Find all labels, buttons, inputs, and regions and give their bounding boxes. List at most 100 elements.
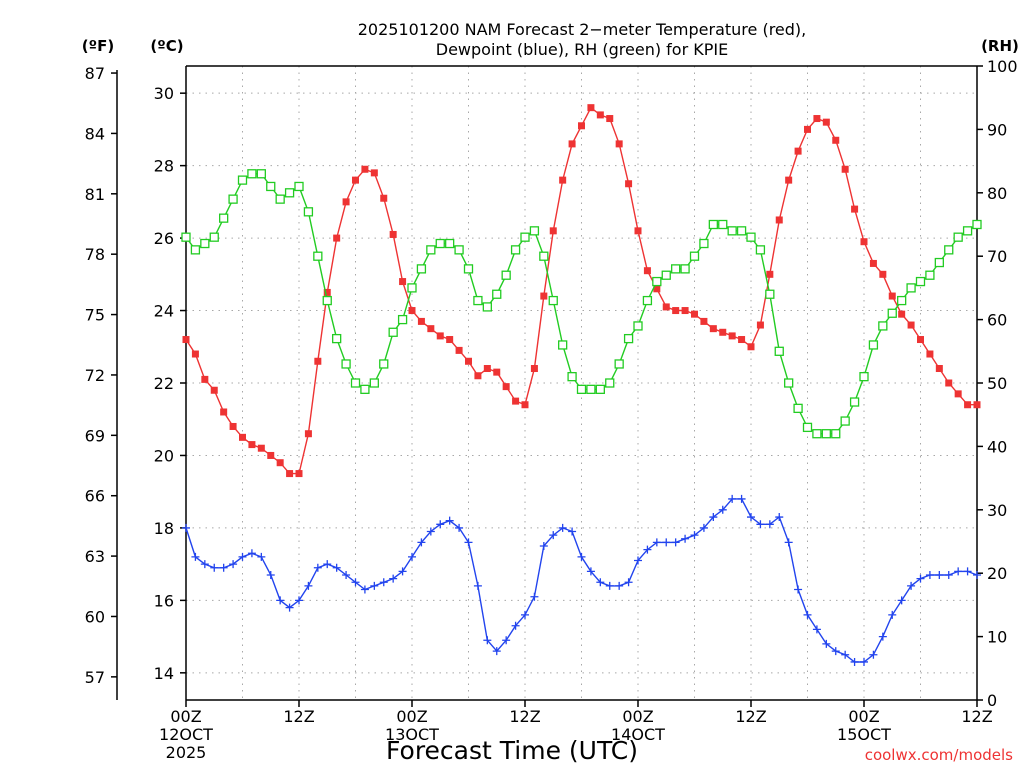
rh-point <box>953 232 963 242</box>
rh-point <box>934 257 944 268</box>
temperature-point <box>446 336 454 344</box>
rh-point <box>793 403 803 414</box>
temperature-point <box>738 336 746 344</box>
rh-point <box>784 378 794 388</box>
temperature-point <box>465 357 472 365</box>
dewpoint-point <box>445 516 454 525</box>
rh-point <box>388 327 398 337</box>
dewpoint-point <box>360 585 369 594</box>
rh-tick-label: 20 <box>987 564 1007 583</box>
fahrenheit-tick-label: 63 <box>85 547 105 566</box>
dewpoint-point <box>954 567 963 576</box>
rh-tick-label: 30 <box>987 501 1007 520</box>
x-tick-label: 12Z <box>735 707 766 726</box>
x-tick-label: 00Z <box>622 707 653 726</box>
dewpoint-point <box>794 585 803 594</box>
temperature-point <box>276 459 284 467</box>
temperature-point <box>380 194 388 202</box>
temperature-point <box>973 401 981 409</box>
dewpoint-point <box>671 538 680 547</box>
dewpoint-point <box>944 571 953 580</box>
fahrenheit-tick-label: 81 <box>85 185 105 204</box>
axis-ticks: 14 16 18 20 22 24 26 28 30 57 60 63 66 69 72 75 78 81 84 87… <box>85 57 1018 762</box>
fahrenheit-tick-label: 87 <box>85 64 105 83</box>
dewpoint-point <box>436 520 445 529</box>
dewpoint-point <box>313 563 322 572</box>
rh-point <box>190 245 201 255</box>
rh-point <box>247 169 257 179</box>
dewpoint-point <box>210 563 219 572</box>
x-tick-label: 00Z <box>848 707 879 726</box>
rh-point <box>548 295 558 306</box>
temperature-point <box>455 346 463 354</box>
temperature-point <box>578 122 585 130</box>
temperature-point <box>342 198 350 206</box>
dewpoint-point <box>888 610 897 619</box>
fahrenheit-tick-label: 75 <box>85 306 105 325</box>
dewpoint-point <box>502 636 511 645</box>
temperature-point <box>775 216 783 224</box>
dewpoint-point <box>878 632 887 641</box>
rh-point <box>849 397 860 407</box>
dewpoint-point <box>295 596 303 605</box>
rh-tick-label: 90 <box>987 120 1007 139</box>
rh-point <box>680 264 690 274</box>
temperature-point <box>229 422 237 430</box>
x-tick-label: 00Z <box>396 707 427 726</box>
data-series <box>181 104 982 666</box>
dewpoint-point <box>860 657 868 666</box>
celsius-tick-label: 16 <box>154 591 174 610</box>
temperature-point <box>945 379 953 387</box>
rh-point <box>689 251 700 261</box>
dewpoint-point <box>586 567 595 576</box>
temperature-point <box>794 147 802 155</box>
temperature-point <box>926 350 934 358</box>
fahrenheit-tick-label: 84 <box>85 124 105 143</box>
temperature-point <box>606 115 614 123</box>
temperature-point <box>286 470 294 478</box>
dewpoint-point <box>417 538 426 547</box>
dewpoint-point <box>634 556 642 565</box>
rh-point <box>642 295 653 306</box>
x-tick-label: 12OCT <box>159 725 213 744</box>
dewpoint-point <box>389 574 398 583</box>
x-tick-label: 12Z <box>509 707 540 726</box>
dewpoint-point <box>803 610 812 619</box>
temperature-point <box>239 433 246 441</box>
temperature-point <box>399 278 407 286</box>
dewpoint-point <box>276 596 285 605</box>
fahrenheit-tick-label: 66 <box>85 487 105 506</box>
rh-tick-label: 100 <box>987 57 1018 76</box>
rh-point <box>313 251 323 261</box>
dewpoint-point <box>464 538 473 547</box>
rh-point <box>699 238 709 249</box>
chart-title-line-2: Dewpoint (blue), RH (green) for KPIE <box>436 40 728 59</box>
temperature-point <box>427 325 435 333</box>
temperature-point <box>191 350 199 358</box>
dewpoint-point <box>784 538 793 547</box>
temperature-point <box>785 176 793 184</box>
rh-point <box>181 232 191 242</box>
rh-point <box>774 346 784 356</box>
dewpoint-point <box>247 549 256 558</box>
rh-point <box>727 226 737 236</box>
temperature-point <box>747 343 755 351</box>
temperature-point <box>700 317 708 325</box>
celsius-tick-label: 30 <box>154 84 174 103</box>
dewpoint-point <box>530 592 539 601</box>
rh-tick-label: 40 <box>987 437 1007 456</box>
dewpoint-point <box>455 523 464 532</box>
rh-point <box>812 429 822 439</box>
rh-point <box>303 207 314 217</box>
temperature-point <box>295 470 303 478</box>
rh-point <box>878 321 888 331</box>
temperature-point <box>502 383 510 391</box>
temperature-point <box>625 180 633 188</box>
temperature-point <box>587 104 595 112</box>
rh-point <box>435 238 445 249</box>
rh-point <box>925 270 935 280</box>
dewpoint-point <box>483 636 492 645</box>
chart-title-line-1: 2025101200 NAM Forecast 2−meter Temperat… <box>358 20 807 39</box>
rh-point <box>887 308 897 318</box>
temperature-point <box>662 303 670 311</box>
